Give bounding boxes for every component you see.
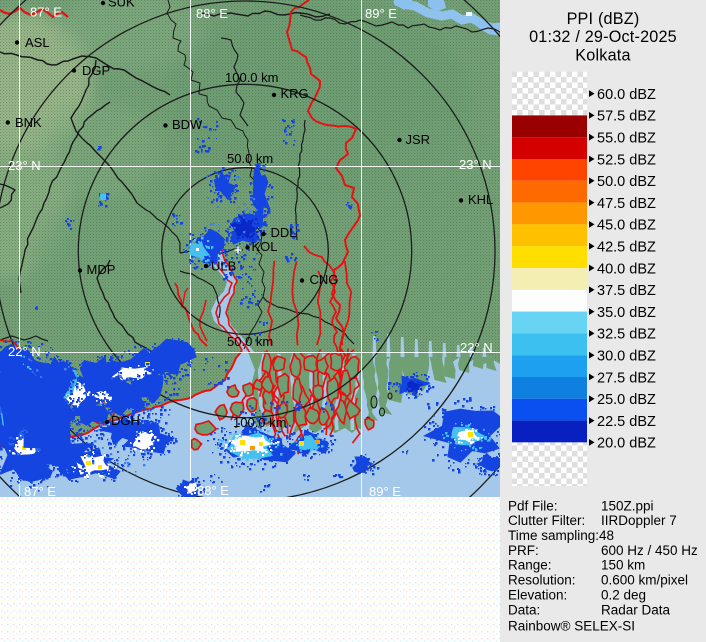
svg-text:88° E: 88° E <box>196 6 228 21</box>
svg-text:89° E: 89° E <box>369 484 401 499</box>
svg-text:Rainbow® SELEX-SI: Rainbow® SELEX-SI <box>508 618 635 633</box>
svg-text:PRF:: PRF: <box>508 543 539 558</box>
svg-text:32.5 dBZ: 32.5 dBZ <box>597 327 656 343</box>
svg-text:23° N: 23° N <box>459 157 492 172</box>
svg-text:60.0 dBZ: 60.0 dBZ <box>597 87 656 103</box>
svg-text:37.5 dBZ: 37.5 dBZ <box>597 283 656 299</box>
svg-text:30.0 dBZ: 30.0 dBZ <box>597 349 656 365</box>
svg-text:01:32 / 29-Oct-2025: 01:32 / 29-Oct-2025 <box>529 28 677 46</box>
svg-text:MDP: MDP <box>87 262 116 277</box>
svg-text:150Z.ppi: 150Z.ppi <box>601 498 654 513</box>
svg-text:23° N: 23° N <box>8 158 41 173</box>
svg-text:Time sampling:: Time sampling: <box>508 528 599 543</box>
svg-text:100.0 km: 100.0 km <box>233 415 286 430</box>
svg-text:ULB: ULB <box>211 259 236 274</box>
svg-text:52.5 dBZ: 52.5 dBZ <box>597 152 656 168</box>
svg-text:CNG: CNG <box>310 272 339 287</box>
svg-text:47.5 dBZ: 47.5 dBZ <box>597 196 656 212</box>
svg-text:22° N: 22° N <box>460 340 493 355</box>
svg-text:100.0 km: 100.0 km <box>225 70 278 85</box>
svg-text:40.0 dBZ: 40.0 dBZ <box>597 261 656 277</box>
svg-text:42.5 dBZ: 42.5 dBZ <box>597 240 656 256</box>
svg-text:20.0 dBZ: 20.0 dBZ <box>597 436 656 452</box>
svg-text:88° E: 88° E <box>197 483 229 498</box>
svg-text:55.0 dBZ: 55.0 dBZ <box>597 131 656 147</box>
svg-text:89° E: 89° E <box>365 6 397 21</box>
svg-text:Clutter Filter:: Clutter Filter: <box>508 513 585 528</box>
svg-text:KRG: KRG <box>281 86 309 101</box>
svg-text:Range:: Range: <box>508 558 552 573</box>
svg-text:87° E: 87° E <box>24 484 56 499</box>
svg-text:87° E: 87° E <box>30 5 62 20</box>
svg-text:Radar Data: Radar Data <box>601 602 671 617</box>
svg-text:BNK: BNK <box>15 115 42 130</box>
svg-text:DGP: DGP <box>82 63 110 78</box>
svg-text:Elevation:: Elevation: <box>508 587 567 602</box>
svg-text:50.0 km: 50.0 km <box>227 334 273 349</box>
svg-text:JSR: JSR <box>406 132 431 147</box>
svg-text:SUK: SUK <box>108 0 135 10</box>
svg-text:48: 48 <box>599 528 614 543</box>
svg-text:25.0 dBZ: 25.0 dBZ <box>597 392 656 408</box>
svg-text:DGH: DGH <box>111 413 140 428</box>
svg-text:KHL: KHL <box>468 192 493 207</box>
svg-text:600 Hz / 450 Hz: 600 Hz / 450 Hz <box>601 543 698 558</box>
svg-text:27.5 dBZ: 27.5 dBZ <box>597 370 656 386</box>
svg-text:Resolution:: Resolution: <box>508 573 576 588</box>
svg-text:150 km: 150 km <box>601 558 645 573</box>
svg-text:45.0 dBZ: 45.0 dBZ <box>597 218 656 234</box>
svg-text:50.0 km: 50.0 km <box>227 151 273 166</box>
svg-text:KOL: KOL <box>252 239 278 254</box>
svg-text:IIRDoppler 7: IIRDoppler 7 <box>601 513 677 528</box>
svg-text:57.5 dBZ: 57.5 dBZ <box>597 109 656 125</box>
svg-text:22° N: 22° N <box>8 344 41 359</box>
svg-text:50.0 dBZ: 50.0 dBZ <box>597 174 656 190</box>
svg-text:0.2 deg: 0.2 deg <box>601 587 646 602</box>
svg-text:35.0 dBZ: 35.0 dBZ <box>597 305 656 321</box>
svg-text:BDW: BDW <box>172 117 203 132</box>
svg-text:DDL: DDL <box>271 225 297 240</box>
svg-text:PPI (dBZ): PPI (dBZ) <box>567 10 640 28</box>
svg-text:Pdf File:: Pdf File: <box>508 498 558 513</box>
svg-text:22.5 dBZ: 22.5 dBZ <box>597 414 656 430</box>
svg-text:ASL: ASL <box>25 35 50 50</box>
svg-text:0.600 km/pixel: 0.600 km/pixel <box>601 573 688 588</box>
svg-text:Data:: Data: <box>508 602 540 617</box>
svg-text:Kolkata: Kolkata <box>575 47 630 65</box>
